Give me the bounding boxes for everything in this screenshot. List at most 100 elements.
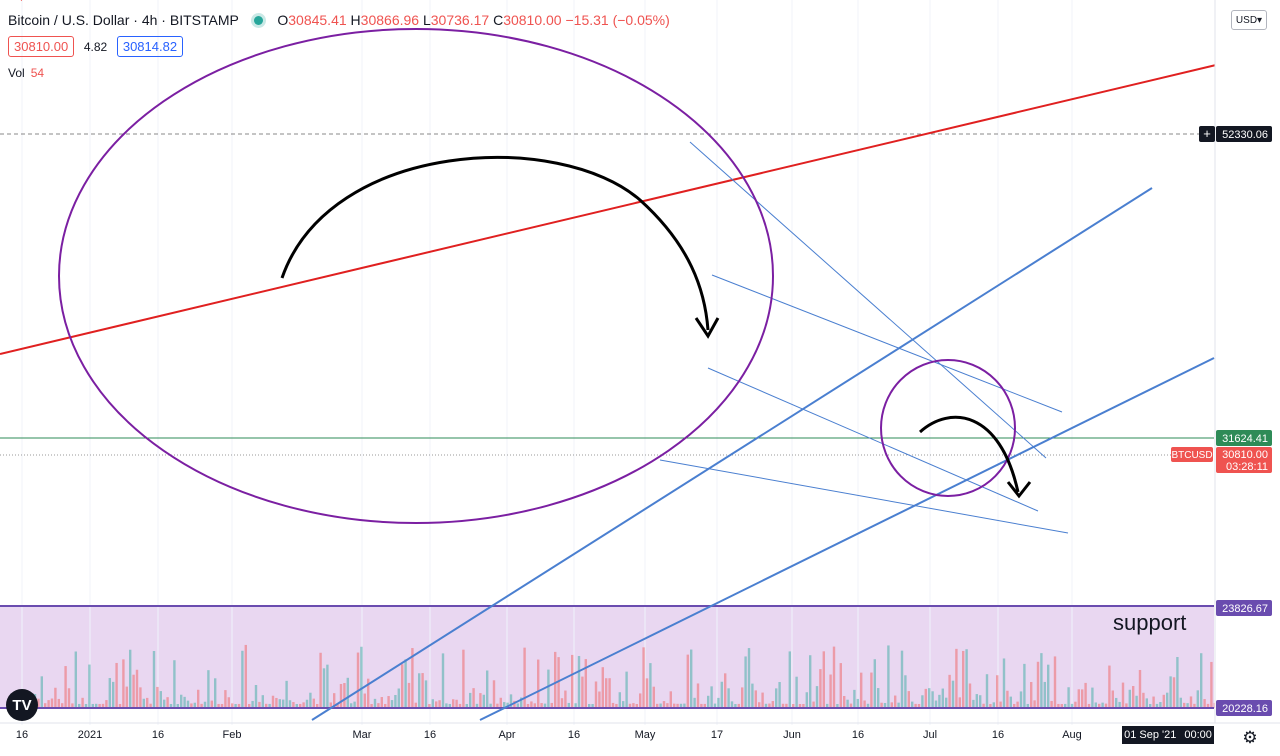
time-tick-label: 16: [852, 729, 864, 741]
volume-bar: [1155, 703, 1159, 708]
crosshair-date-label: 01 Sep '21 00:00: [1122, 726, 1214, 744]
volume-bar: [1070, 703, 1074, 708]
plus-icon: +: [1203, 126, 1211, 141]
volume-bar: [125, 686, 128, 708]
volume-bar: [914, 703, 917, 708]
volume-bar: [649, 663, 652, 708]
volume-bar: [802, 703, 805, 708]
volume-bar: [958, 697, 961, 708]
volume-bar: [156, 686, 159, 708]
symbol-name[interactable]: Bitcoin / U.S. Dollar: [8, 12, 130, 28]
volume-bar: [809, 655, 812, 708]
close-value: 30810.00: [503, 12, 562, 28]
volume-bar: [343, 683, 346, 708]
volume-bar: [975, 694, 978, 708]
volume-bar: [438, 700, 441, 708]
volume-bar: [418, 673, 421, 708]
volume-bar: [924, 688, 927, 708]
volume-bar: [1189, 696, 1193, 708]
volume-bar: [853, 689, 856, 708]
volume-bar: [1193, 703, 1196, 708]
volume-bar: [700, 703, 703, 708]
volume-bar: [139, 687, 142, 708]
volume-bar: [931, 691, 934, 708]
currency-dropdown[interactable]: USD ▾: [1231, 10, 1267, 30]
volume-bar: [224, 690, 227, 708]
volume-bar: [1074, 701, 1077, 708]
volume-bar: [1159, 702, 1162, 708]
crosshair-date: 01 Sep '21: [1124, 729, 1177, 741]
time-tick-label: 16: [16, 729, 28, 741]
volume-bar: [275, 697, 278, 708]
support-top-label: 23826.67: [1222, 603, 1268, 615]
volume-bar: [105, 700, 108, 708]
volume-bar: [492, 680, 496, 708]
tradingview-logo[interactable]: TV: [6, 689, 38, 721]
volume-bar: [135, 669, 139, 708]
volume-bar: [61, 703, 64, 708]
volume-label: Vol: [8, 66, 25, 80]
open-value: 30845.41: [288, 12, 347, 28]
volume-bar: [1172, 677, 1176, 708]
volume-bar: [856, 698, 859, 708]
buy-button[interactable]: 30814.82: [116, 36, 184, 57]
volume-bar: [1135, 695, 1138, 708]
volume-bar: [764, 703, 768, 708]
volume-bar: [581, 676, 584, 708]
volume-bar: [866, 703, 870, 708]
volume-bar: [900, 650, 904, 708]
volume-bar: [40, 676, 43, 708]
resistance-label-bg: [1216, 430, 1272, 446]
time-tick-label: 16: [568, 729, 580, 741]
time-tick-label: 2021: [78, 729, 102, 741]
sell-button[interactable]: 30810.00: [8, 36, 75, 57]
volume-bar: [741, 687, 744, 708]
volume-bar: [836, 704, 839, 708]
volume-bar: [1162, 694, 1165, 708]
volume-bar: [775, 688, 778, 708]
volume-bar: [1016, 701, 1019, 708]
volume-bar: [1196, 690, 1199, 708]
volume-bar: [690, 649, 693, 708]
volume-bar: [397, 688, 400, 708]
exchange-label: BITSTAMP: [169, 12, 239, 28]
time-tick-label: Jul: [923, 729, 937, 741]
volume-bar: [673, 703, 676, 708]
volume-bar: [475, 703, 479, 708]
time-tick-label: Jun: [783, 729, 801, 741]
large-ellipse: [58, 28, 774, 524]
volume-bar: [312, 698, 315, 708]
volume-bar: [628, 703, 632, 708]
volume-bar: [74, 651, 77, 708]
volume-bar: [1064, 703, 1067, 708]
volume-bar: [894, 695, 897, 708]
volume-bar: [734, 703, 737, 708]
volume-bar: [547, 669, 550, 708]
low-value: 30736.17: [430, 12, 490, 28]
volume-bar: [380, 697, 383, 708]
volume-bar: [526, 703, 530, 708]
volume-bar: [999, 701, 1002, 708]
support-bottom-label-bg: [1216, 700, 1272, 716]
volume-bar: [118, 703, 122, 708]
volume-bar: [815, 686, 819, 708]
countdown-label: 03:28:11: [1226, 461, 1268, 473]
volume-bar: [863, 700, 866, 708]
gear-icon[interactable]: ⚙: [1242, 728, 1258, 747]
volume-bar: [962, 650, 965, 708]
volume-bar: [108, 678, 111, 708]
interval-label[interactable]: 4h: [141, 12, 158, 28]
last-price-label: 30810.00: [1222, 449, 1268, 461]
volume-bar: [295, 703, 298, 708]
volume-bar: [305, 699, 309, 708]
volume-bar: [877, 688, 880, 708]
volume-bar: [911, 701, 914, 708]
volume-bar: [472, 688, 475, 708]
volume-bar: [611, 702, 615, 708]
volume-bar: [1050, 700, 1053, 708]
volume-bar: [955, 648, 958, 708]
volume-bar: [996, 675, 999, 708]
volume-bar: [183, 696, 186, 708]
